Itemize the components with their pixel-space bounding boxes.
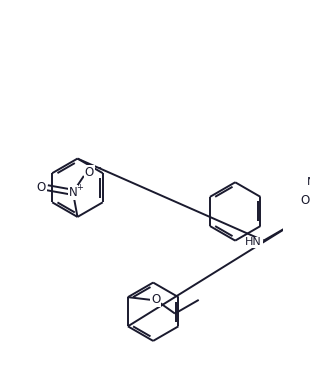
Text: O: O bbox=[300, 194, 309, 207]
Text: O: O bbox=[151, 293, 160, 307]
Text: O: O bbox=[85, 166, 94, 179]
Text: N: N bbox=[307, 177, 310, 187]
Text: −: − bbox=[94, 163, 101, 172]
Text: +: + bbox=[76, 183, 83, 192]
Text: N: N bbox=[69, 186, 77, 199]
Text: HN: HN bbox=[245, 237, 262, 248]
Text: O: O bbox=[36, 181, 46, 194]
